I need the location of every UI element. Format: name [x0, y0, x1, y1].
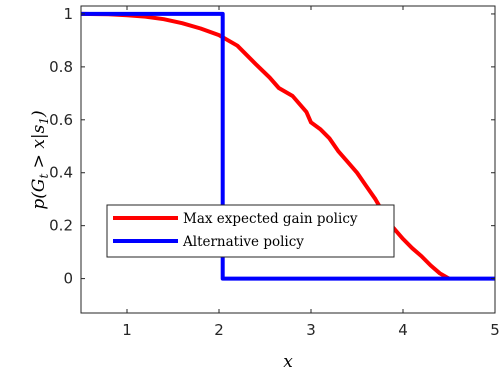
y-tick-label: 0: [63, 270, 73, 288]
legend: Max expected gain policy Alternative pol…: [107, 205, 394, 257]
x-axis-title: x: [283, 352, 293, 372]
x-tick-label: 3: [306, 321, 316, 339]
x-tick-label: 1: [122, 321, 132, 339]
y-tick-label: 0.8: [49, 58, 73, 76]
y-tick-label: 0.4: [49, 164, 73, 182]
y-tick-label: 0.2: [49, 217, 73, 235]
legend-label-alternative: Alternative policy: [182, 234, 304, 250]
x-tick-label: 2: [214, 321, 224, 339]
x-tick-label: 5: [490, 321, 500, 339]
y-tick-label: 1: [63, 5, 73, 23]
y-axis-title: p(Gt > x|s1): [29, 110, 51, 209]
x-tick-label: 4: [398, 321, 408, 339]
legend-label-max-expected-gain: Max expected gain policy: [183, 211, 358, 227]
svg-text:p(Gt > x|s1): p(Gt > x|s1): [29, 110, 51, 209]
y-tick-label: 0.6: [49, 111, 73, 129]
